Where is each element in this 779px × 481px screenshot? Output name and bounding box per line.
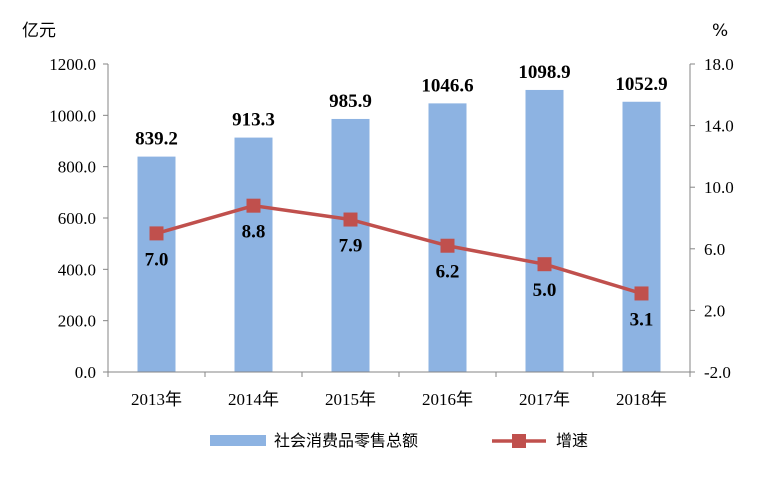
left-tick-label: 400.0 <box>58 260 96 279</box>
right-axis-unit: % <box>712 21 728 41</box>
bar <box>525 89 564 372</box>
bar-value-label: 1098.9 <box>518 62 570 83</box>
bar <box>428 103 467 372</box>
line-series <box>149 198 649 301</box>
data-labels: 839.2 913.3 985.9 1046.6 1098.9 1052.9 7.0 8.8 7… <box>135 62 668 331</box>
bar <box>622 101 661 372</box>
x-tick-label: 2017年 <box>519 390 570 409</box>
bar-value-label: 1046.6 <box>421 75 473 96</box>
legend: 社会消费品零售总额 增速 <box>210 431 588 450</box>
line-path <box>156 203 643 296</box>
x-axis-labels: 2013年 2014年 2015年 2016年 2017年 2018年 <box>131 390 667 409</box>
x-tick-label: 2016年 <box>422 390 473 409</box>
line-value-label: 3.1 <box>630 309 654 330</box>
bar <box>331 118 370 372</box>
right-tick-label: 18.0 <box>704 55 734 74</box>
bar <box>137 156 176 372</box>
line-point <box>440 238 455 253</box>
right-axis-ticks: -2.0 2.0 6.0 10.0 14.0 18.0 <box>704 55 734 382</box>
line-value-label: 7.9 <box>339 236 363 257</box>
left-axis-unit: 亿元 <box>22 21 56 41</box>
legend-label-bar: 社会消费品零售总额 <box>274 431 418 450</box>
bar-series <box>137 89 661 372</box>
right-tick-label: 2.0 <box>704 301 725 320</box>
line-value-label: 6.2 <box>436 262 460 283</box>
line-value-label: 8.8 <box>242 222 266 243</box>
line-point <box>246 198 261 213</box>
line-point <box>343 212 358 227</box>
axes <box>103 63 695 377</box>
line-value-label: 5.0 <box>533 280 557 301</box>
left-tick-label: 600.0 <box>58 209 96 228</box>
bar-value-label: 985.9 <box>329 91 372 112</box>
x-tick-label: 2018年 <box>616 390 667 409</box>
left-tick-label: 200.0 <box>58 312 96 331</box>
bar-value-label: 913.3 <box>232 110 275 131</box>
x-tick-label: 2013年 <box>131 390 182 409</box>
legend-swatch-bar <box>210 435 266 446</box>
right-tick-label: 6.0 <box>704 240 725 259</box>
right-tick-label: 14.0 <box>704 117 734 136</box>
x-tick-label: 2014年 <box>228 390 279 409</box>
left-axis-ticks: 0.0 200.0 400.0 600.0 800.0 1000.0 1200.0 <box>49 55 96 382</box>
legend-swatch-marker <box>512 434 526 448</box>
right-tick-label: -2.0 <box>704 363 731 382</box>
line-point <box>149 226 164 241</box>
line-point <box>537 257 552 272</box>
bar <box>234 137 273 372</box>
left-tick-label: 1000.0 <box>49 106 96 125</box>
left-tick-label: 800.0 <box>58 158 96 177</box>
left-tick-label: 1200.0 <box>49 55 96 74</box>
x-tick-label: 2015年 <box>325 390 376 409</box>
right-tick-label: 10.0 <box>704 178 734 197</box>
bar-value-label: 1052.9 <box>615 74 667 95</box>
line-value-label: 7.0 <box>145 249 169 270</box>
left-tick-label: 0.0 <box>75 363 96 382</box>
legend-label-line: 增速 <box>556 431 588 450</box>
line-point <box>634 286 649 301</box>
bar-value-label: 839.2 <box>135 129 178 150</box>
